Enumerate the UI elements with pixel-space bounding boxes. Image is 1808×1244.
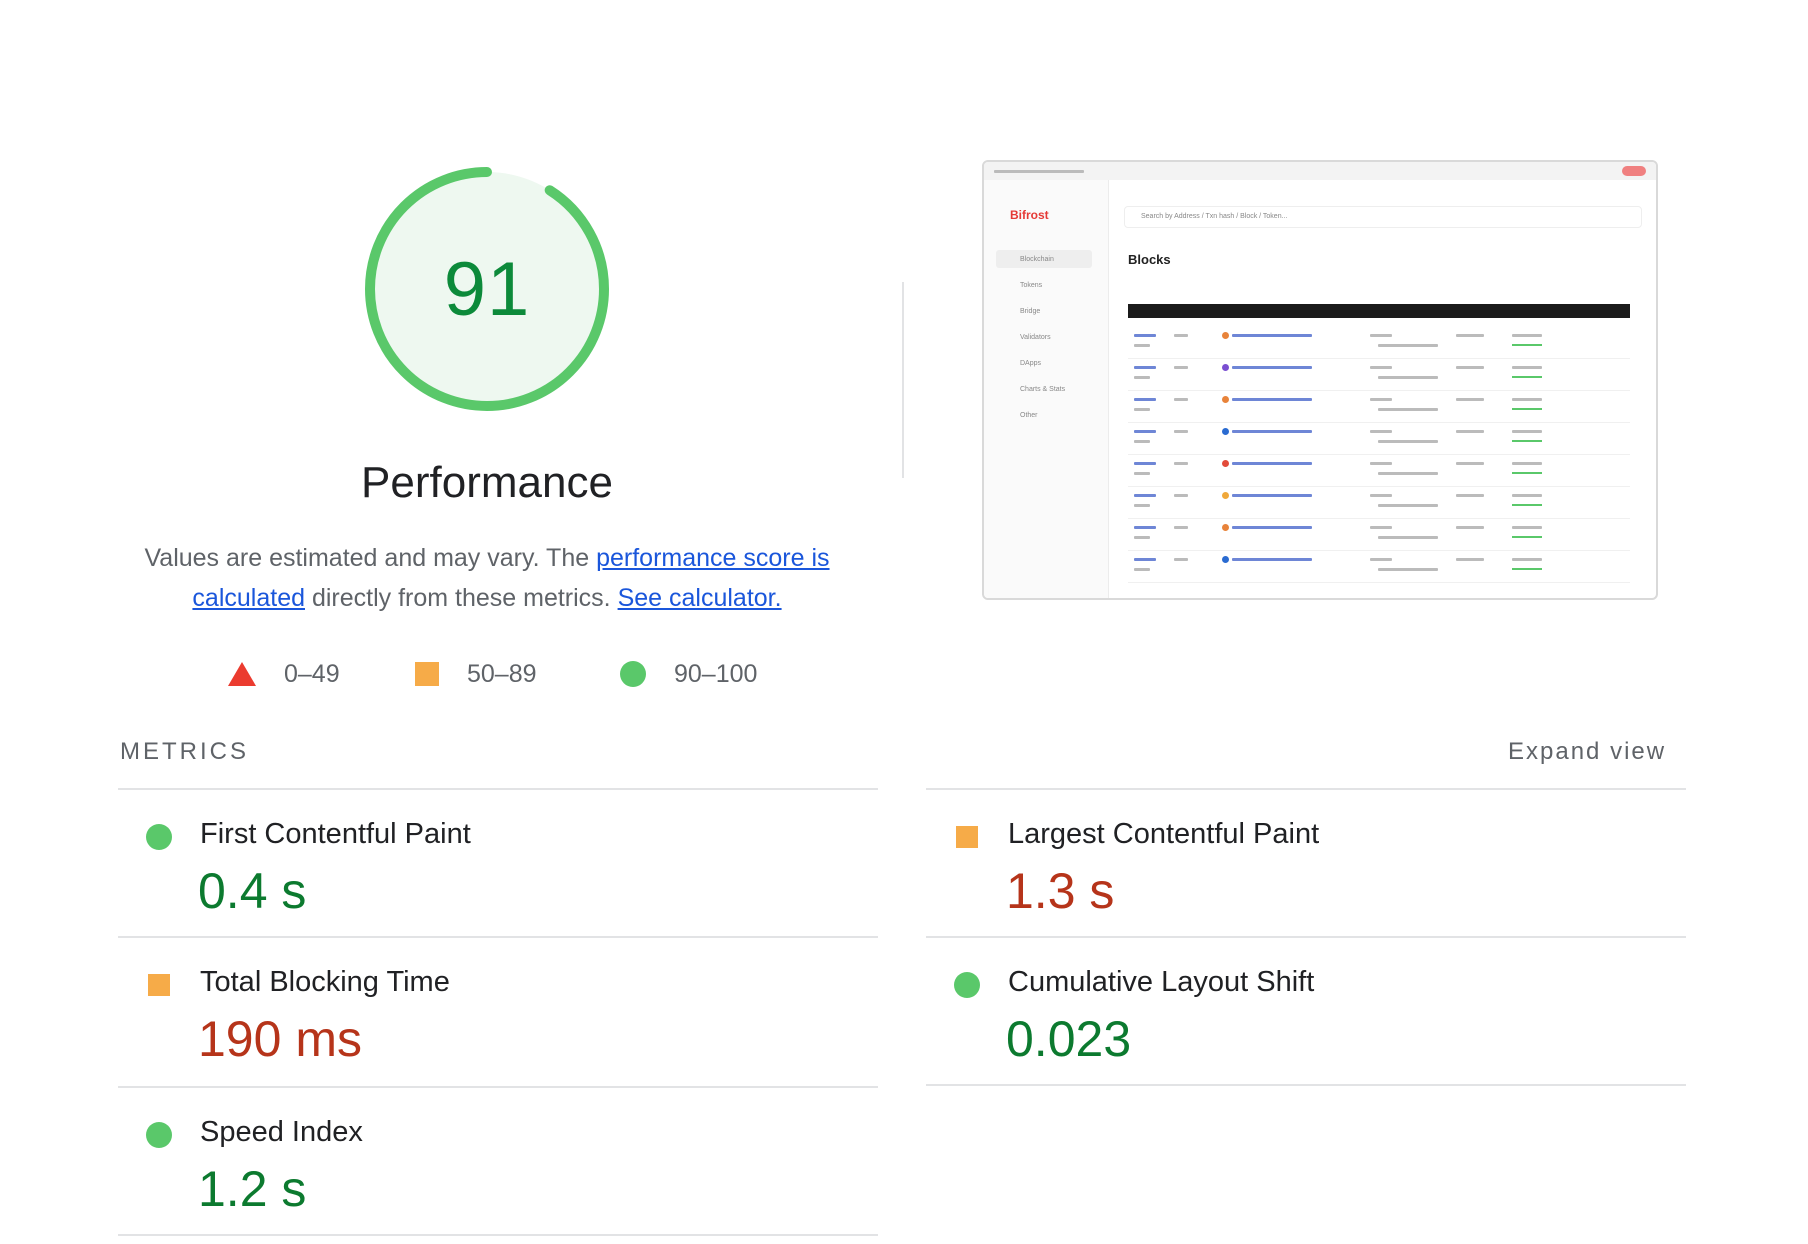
thumb-sidebar: Blockchain Tokens Bridge Validators DApp… xyxy=(984,180,1109,598)
thumb-row xyxy=(1128,392,1630,423)
metric-value: 0.023 xyxy=(1006,1011,1132,1067)
performance-score: 91 xyxy=(443,246,531,332)
score-description: Values are estimated and may vary. The p… xyxy=(118,538,856,618)
average-square-icon xyxy=(956,826,978,848)
metric-value: 1.3 s xyxy=(1006,863,1115,919)
metrics-title: METRICS xyxy=(120,738,249,765)
see-calculator-link[interactable]: See calculator. xyxy=(617,584,782,612)
metric-total-blocking-time: Total Blocking Time 190 ms xyxy=(118,938,876,1086)
average-square-icon xyxy=(148,974,170,996)
legend-fail: 0–49 xyxy=(228,656,340,692)
performance-gauge xyxy=(364,166,610,412)
square-icon xyxy=(415,662,439,686)
thumb-brand-logo: Bifrost xyxy=(1010,208,1049,222)
legend-pass: 90–100 xyxy=(620,656,757,692)
thumb-search: Search by Address / Txn hash / Block / T… xyxy=(1124,206,1642,228)
description-middle: directly from these metrics. xyxy=(305,584,618,612)
category-title: Performance xyxy=(361,458,613,507)
pass-circle-icon xyxy=(954,972,980,998)
divider xyxy=(926,788,1686,790)
metric-label: Speed Index xyxy=(200,1116,363,1148)
metric-speed-index: Speed Index 1.2 s xyxy=(118,1088,876,1236)
legend-average: 50–89 xyxy=(415,656,537,692)
thumb-row xyxy=(1128,520,1630,551)
metric-label: Total Blocking Time xyxy=(200,966,450,998)
divider xyxy=(926,936,1686,938)
gauge-arc xyxy=(365,167,609,411)
thumb-row xyxy=(1128,360,1630,391)
metric-first-contentful-paint: First Contentful Paint 0.4 s xyxy=(118,790,876,938)
triangle-icon xyxy=(228,662,256,686)
thumb-heading: Blocks xyxy=(1128,252,1171,267)
thumb-row xyxy=(1128,488,1630,519)
divider xyxy=(926,1084,1686,1086)
circle-icon xyxy=(620,661,646,687)
metric-value: 190 ms xyxy=(198,1011,362,1067)
metric-label: Largest Contentful Paint xyxy=(1008,818,1320,850)
metric-label: First Contentful Paint xyxy=(200,818,471,850)
description-prefix: Values are estimated and may vary. The xyxy=(144,544,597,572)
thumb-row xyxy=(1128,456,1630,487)
metric-value: 1.2 s xyxy=(198,1161,307,1217)
thumb-row xyxy=(1128,552,1630,583)
divider xyxy=(118,788,878,790)
thumb-row xyxy=(1128,424,1630,455)
divider xyxy=(118,936,878,938)
legend-range: 90–100 xyxy=(674,659,758,688)
gauge-ring xyxy=(365,167,609,411)
pass-circle-icon xyxy=(146,1122,172,1148)
thumb-breadcrumb-bar xyxy=(984,162,1656,180)
legend-range: 50–89 xyxy=(467,659,537,688)
vertical-divider xyxy=(902,282,904,478)
legend-range: 0–49 xyxy=(284,659,340,688)
pass-circle-icon xyxy=(146,824,172,850)
expand-view-toggle[interactable]: Expand view xyxy=(1508,738,1667,765)
thumb-row xyxy=(1128,328,1630,359)
divider xyxy=(118,1234,878,1236)
metric-value: 0.4 s xyxy=(198,863,307,919)
metric-cumulative-layout-shift: Cumulative Layout Shift 0.023 xyxy=(926,938,1684,1086)
metric-largest-contentful-paint: Largest Contentful Paint 1.3 s xyxy=(926,790,1684,938)
thumb-table-header xyxy=(1128,304,1630,318)
metric-label: Cumulative Layout Shift xyxy=(1008,966,1315,998)
divider xyxy=(118,1086,878,1088)
performance-score-link[interactable]: performance score is calculated xyxy=(192,544,830,612)
final-screenshot[interactable]: Blockchain Tokens Bridge Validators DApp… xyxy=(982,160,1658,600)
